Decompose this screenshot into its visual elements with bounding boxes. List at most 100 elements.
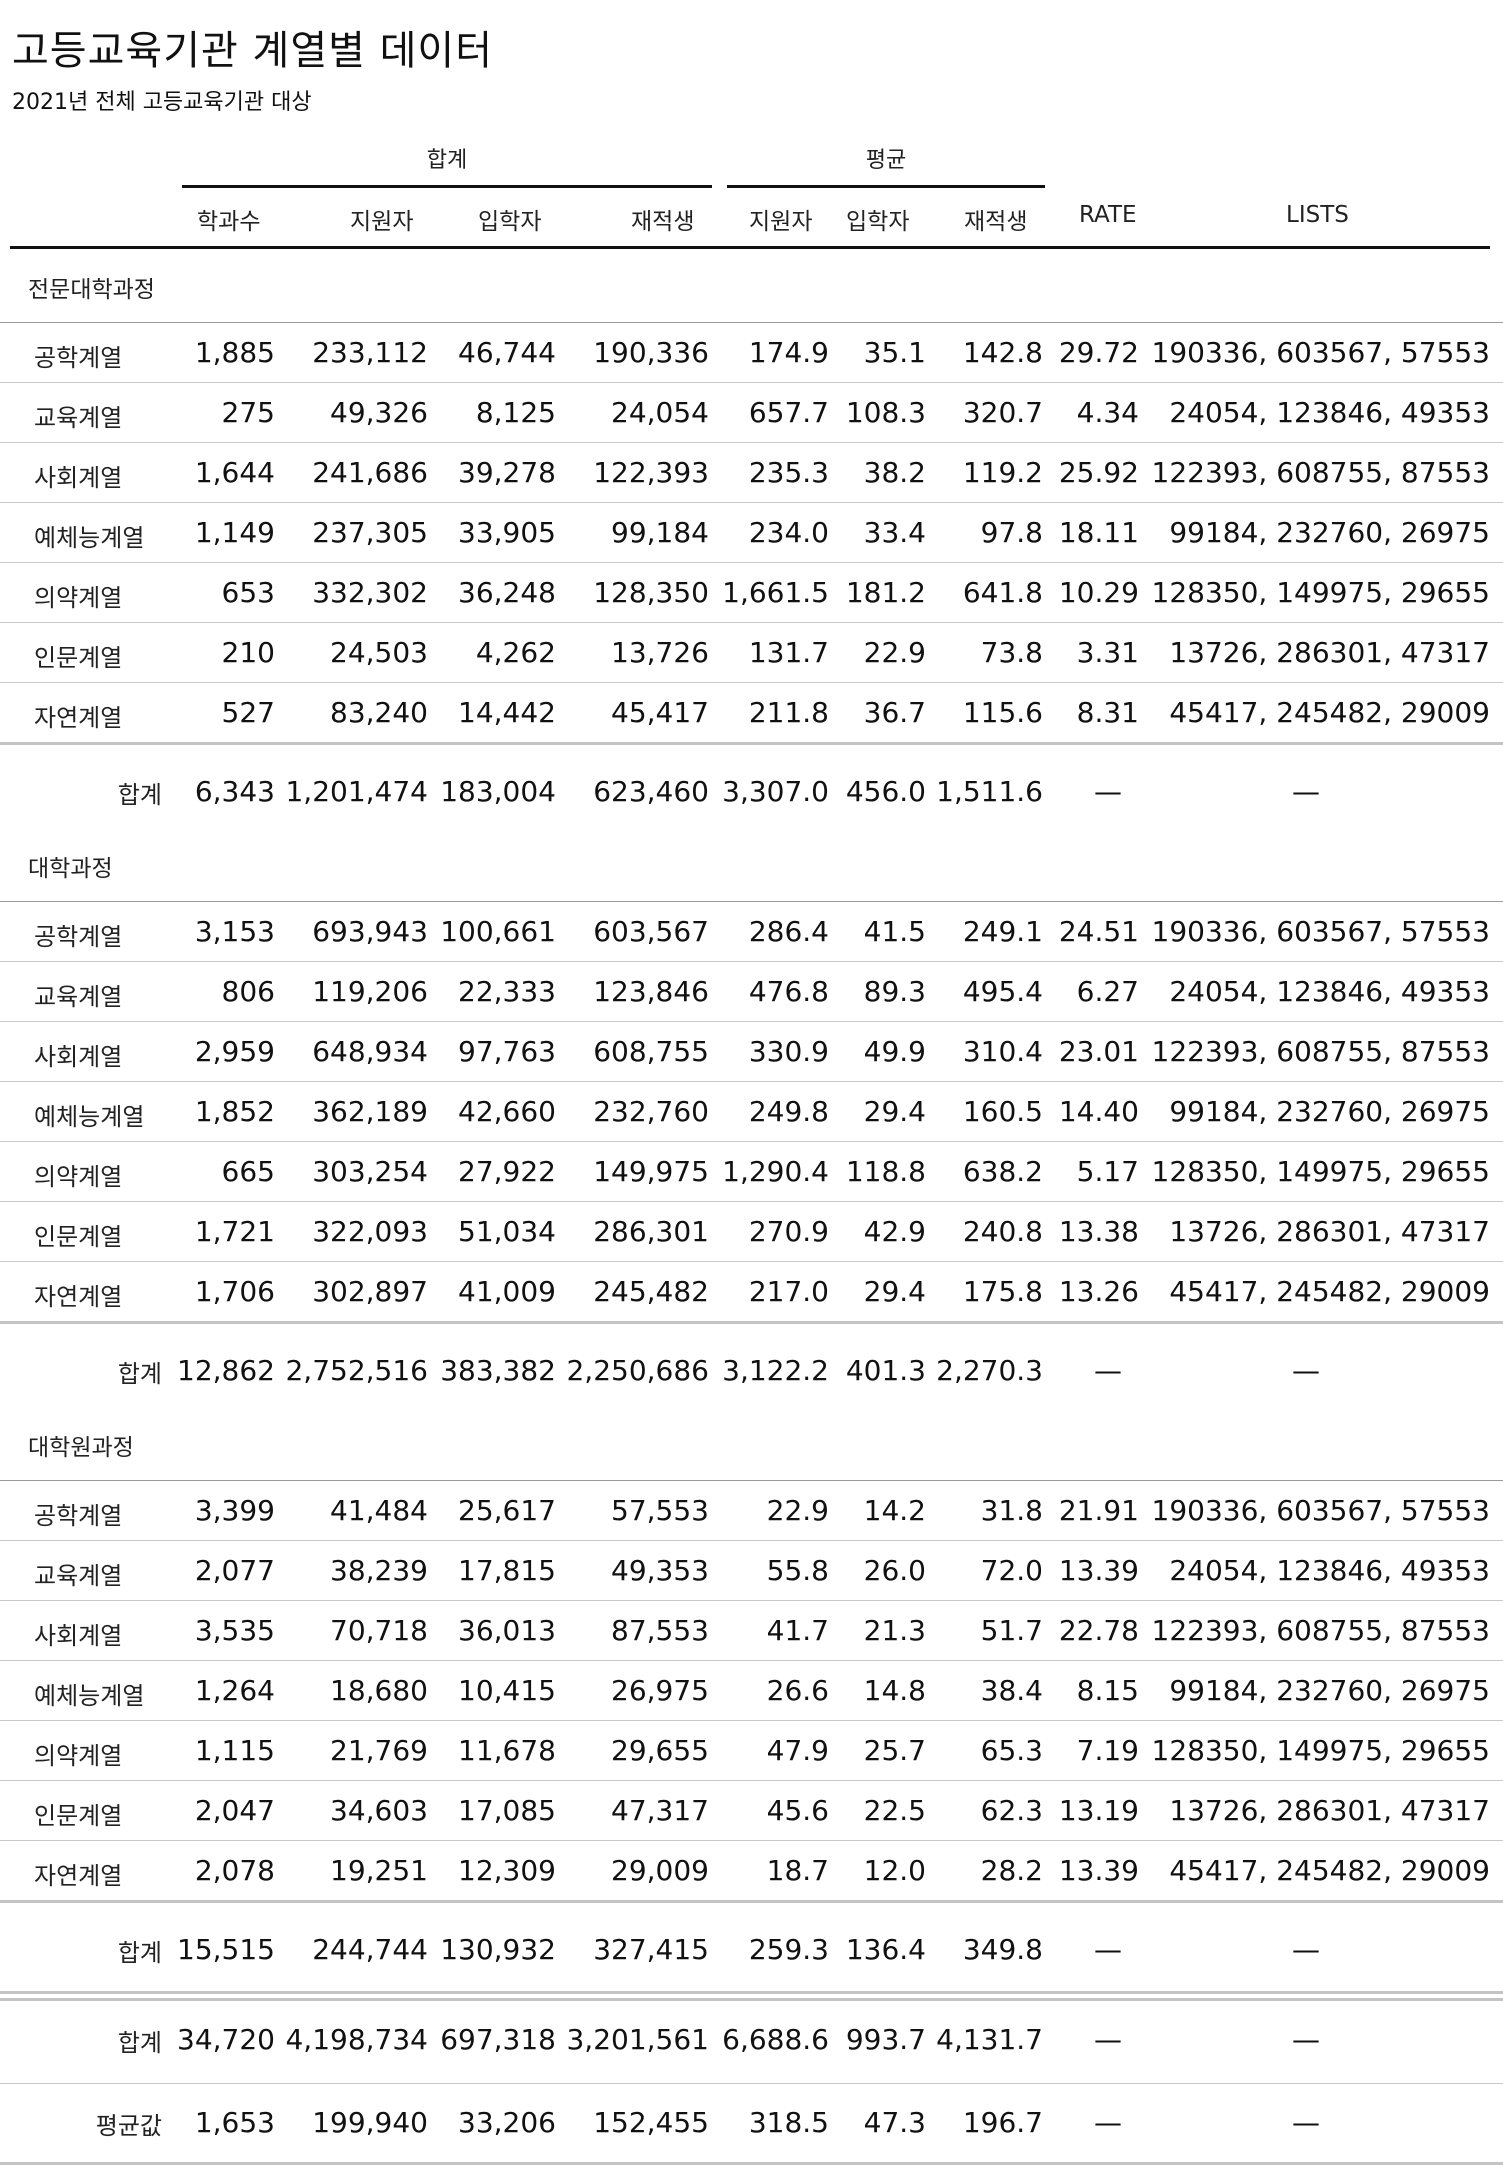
cell-rate: 13.19 [1058, 1794, 1139, 1827]
cell-rate: 13.26 [1058, 1275, 1139, 1308]
header-rule [10, 246, 1490, 249]
cell-rate-dash: — [1094, 2023, 1122, 2056]
cell-enrolled: 49,353 [611, 1554, 709, 1587]
row-label: 사회계열 [34, 1043, 123, 1071]
cell-admitted: 39,278 [458, 456, 556, 489]
cell-departments: 2,077 [194, 1554, 275, 1587]
table-row: 자연계열 527 83,240 14,442 45,417 211.8 36.7 115.6 8… [0, 683, 1503, 745]
cell-admitted: 22,333 [458, 975, 556, 1008]
cell-avg-applicants: 45.6 [766, 1794, 829, 1827]
grand-average-label: 평균값 [95, 2112, 162, 2140]
cell-admitted: 11,678 [458, 1734, 556, 1767]
table-row: 공학계열 3,153 693,943 100,661 603,567 286.4 41.5 2… [0, 902, 1503, 962]
cell-departments: 15,515 [177, 1933, 275, 1966]
total-label: 합계 [117, 781, 162, 809]
table-row: 인문계열 210 24,503 4,262 13,726 131.7 22.9 73.8 3.3… [0, 623, 1503, 683]
cell-rate: 22.78 [1058, 1614, 1139, 1647]
cell-departments: 3,153 [194, 915, 275, 948]
cell-avg-enrolled: 142.8 [962, 336, 1043, 369]
cell-departments: 665 [221, 1155, 275, 1188]
cell-avg-admitted: 33.4 [863, 516, 926, 549]
cell-applicants: 18,680 [330, 1674, 428, 1707]
cell-admitted: 42,660 [458, 1095, 556, 1128]
total-label: 합계 [117, 1939, 162, 1967]
cell-lists-dash: — [1292, 2023, 1320, 2056]
cell-rate: 29.72 [1058, 336, 1139, 369]
cell-lists: 13726, 286301, 47317 [1169, 636, 1490, 669]
col-header-departments: 학과수 [197, 209, 261, 235]
group-underline-avg [727, 185, 1045, 188]
cell-enrolled: 232,760 [593, 1095, 709, 1128]
cell-avg-admitted: 21.3 [863, 1614, 926, 1647]
cell-enrolled: 123,846 [593, 975, 709, 1008]
cell-enrolled: 608,755 [593, 1035, 709, 1068]
total-label: 합계 [117, 1360, 162, 1388]
cell-departments: 1,852 [194, 1095, 275, 1128]
table-row: 교육계열 2,077 38,239 17,815 49,353 55.8 26.0 72.0 1… [0, 1541, 1503, 1601]
cell-enrolled: 24,054 [611, 396, 709, 429]
cell-admitted: 383,382 [440, 1354, 556, 1387]
row-label: 공학계열 [34, 344, 123, 372]
cell-applicants: 38,239 [330, 1554, 428, 1587]
cell-rate: 25.92 [1058, 456, 1139, 489]
table-row: 공학계열 3,399 41,484 25,617 57,553 22.9 14.2 31.8 2… [0, 1481, 1503, 1541]
cell-applicants: 2,752,516 [285, 1354, 428, 1387]
cell-departments: 1,885 [194, 336, 275, 369]
cell-avg-applicants: 270.9 [748, 1215, 829, 1248]
cell-avg-applicants: 26.6 [766, 1674, 829, 1707]
cell-avg-enrolled: 38.4 [980, 1674, 1043, 1707]
cell-admitted: 17,815 [458, 1554, 556, 1587]
cell-avg-applicants: 476.8 [748, 975, 829, 1008]
section-total-row: 합계 6,343 1,201,474 183,004 623,460 3,307.0 456… [0, 745, 1503, 829]
cell-admitted: 697,318 [440, 2023, 556, 2056]
cell-avg-enrolled: 196.7 [962, 2106, 1043, 2139]
group-header-avg: 평균 [865, 148, 907, 173]
cell-rate: 14.40 [1058, 1095, 1139, 1128]
table-row: 공학계열 1,885 233,112 46,744 190,336 174.9 35.1 14… [0, 323, 1503, 383]
cell-rate: 18.11 [1058, 516, 1139, 549]
cell-applicants: 1,201,474 [285, 775, 428, 808]
table-header: 합계 평균 학과수 지원자 입학자 재적생 지원자 입학자 재적생 RATE L… [0, 140, 1503, 250]
row-label: 공학계열 [34, 1502, 123, 1530]
cell-rate: 13.39 [1058, 1554, 1139, 1587]
cell-lists: 190336, 603567, 57553 [1151, 915, 1490, 948]
cell-enrolled: 13,726 [611, 636, 709, 669]
cell-rate: 6.27 [1076, 975, 1139, 1008]
cell-departments: 1,653 [194, 2106, 275, 2139]
cell-avg-enrolled: 240.8 [962, 1215, 1043, 1248]
table-row: 의약계열 665 303,254 27,922 149,975 1,290.4 118.8 6… [0, 1142, 1503, 1202]
cell-applicants: 332,302 [312, 576, 428, 609]
cell-avg-enrolled: 320.7 [962, 396, 1043, 429]
page-subtitle: 2021년 전체 고등교육기관 대상 [12, 90, 312, 115]
cell-rate-dash: — [1094, 2106, 1122, 2139]
cell-avg-admitted: 108.3 [845, 396, 926, 429]
cell-applicants: 119,206 [312, 975, 428, 1008]
cell-rate: 13.39 [1058, 1854, 1139, 1887]
section-header: 대학과정 [0, 829, 1503, 902]
cell-enrolled: 2,250,686 [566, 1354, 709, 1387]
row-label: 교육계열 [34, 1562, 123, 1590]
cell-applicants: 24,503 [330, 636, 428, 669]
table-row: 의약계열 653 332,302 36,248 128,350 1,661.5 181.2 6… [0, 563, 1503, 623]
col-header-avg-enrolled: 재적생 [964, 209, 1028, 235]
table-row: 교육계열 806 119,206 22,333 123,846 476.8 89.3 495.… [0, 962, 1503, 1022]
cell-enrolled: 26,975 [611, 1674, 709, 1707]
cell-rate: 4.34 [1076, 396, 1139, 429]
cell-rate: 10.29 [1058, 576, 1139, 609]
cell-avg-admitted: 29.4 [863, 1275, 926, 1308]
cell-admitted: 33,905 [458, 516, 556, 549]
cell-avg-admitted: 42.9 [863, 1215, 926, 1248]
cell-departments: 1,264 [194, 1674, 275, 1707]
cell-avg-enrolled: 4,131.7 [936, 2023, 1043, 2056]
cell-enrolled: 149,975 [593, 1155, 709, 1188]
table-row: 사회계열 3,535 70,718 36,013 87,553 41.7 21.3 51.7 2… [0, 1601, 1503, 1661]
cell-applicants: 83,240 [330, 696, 428, 729]
row-label: 자연계열 [34, 704, 123, 732]
cell-departments: 653 [221, 576, 275, 609]
cell-lists: 128350, 149975, 29655 [1151, 1734, 1490, 1767]
cell-applicants: 237,305 [312, 516, 428, 549]
cell-lists: 122393, 608755, 87553 [1151, 1614, 1490, 1647]
cell-lists: 45417, 245482, 29009 [1169, 1854, 1490, 1887]
row-label: 의약계열 [34, 584, 123, 612]
cell-avg-admitted: 14.8 [863, 1674, 926, 1707]
